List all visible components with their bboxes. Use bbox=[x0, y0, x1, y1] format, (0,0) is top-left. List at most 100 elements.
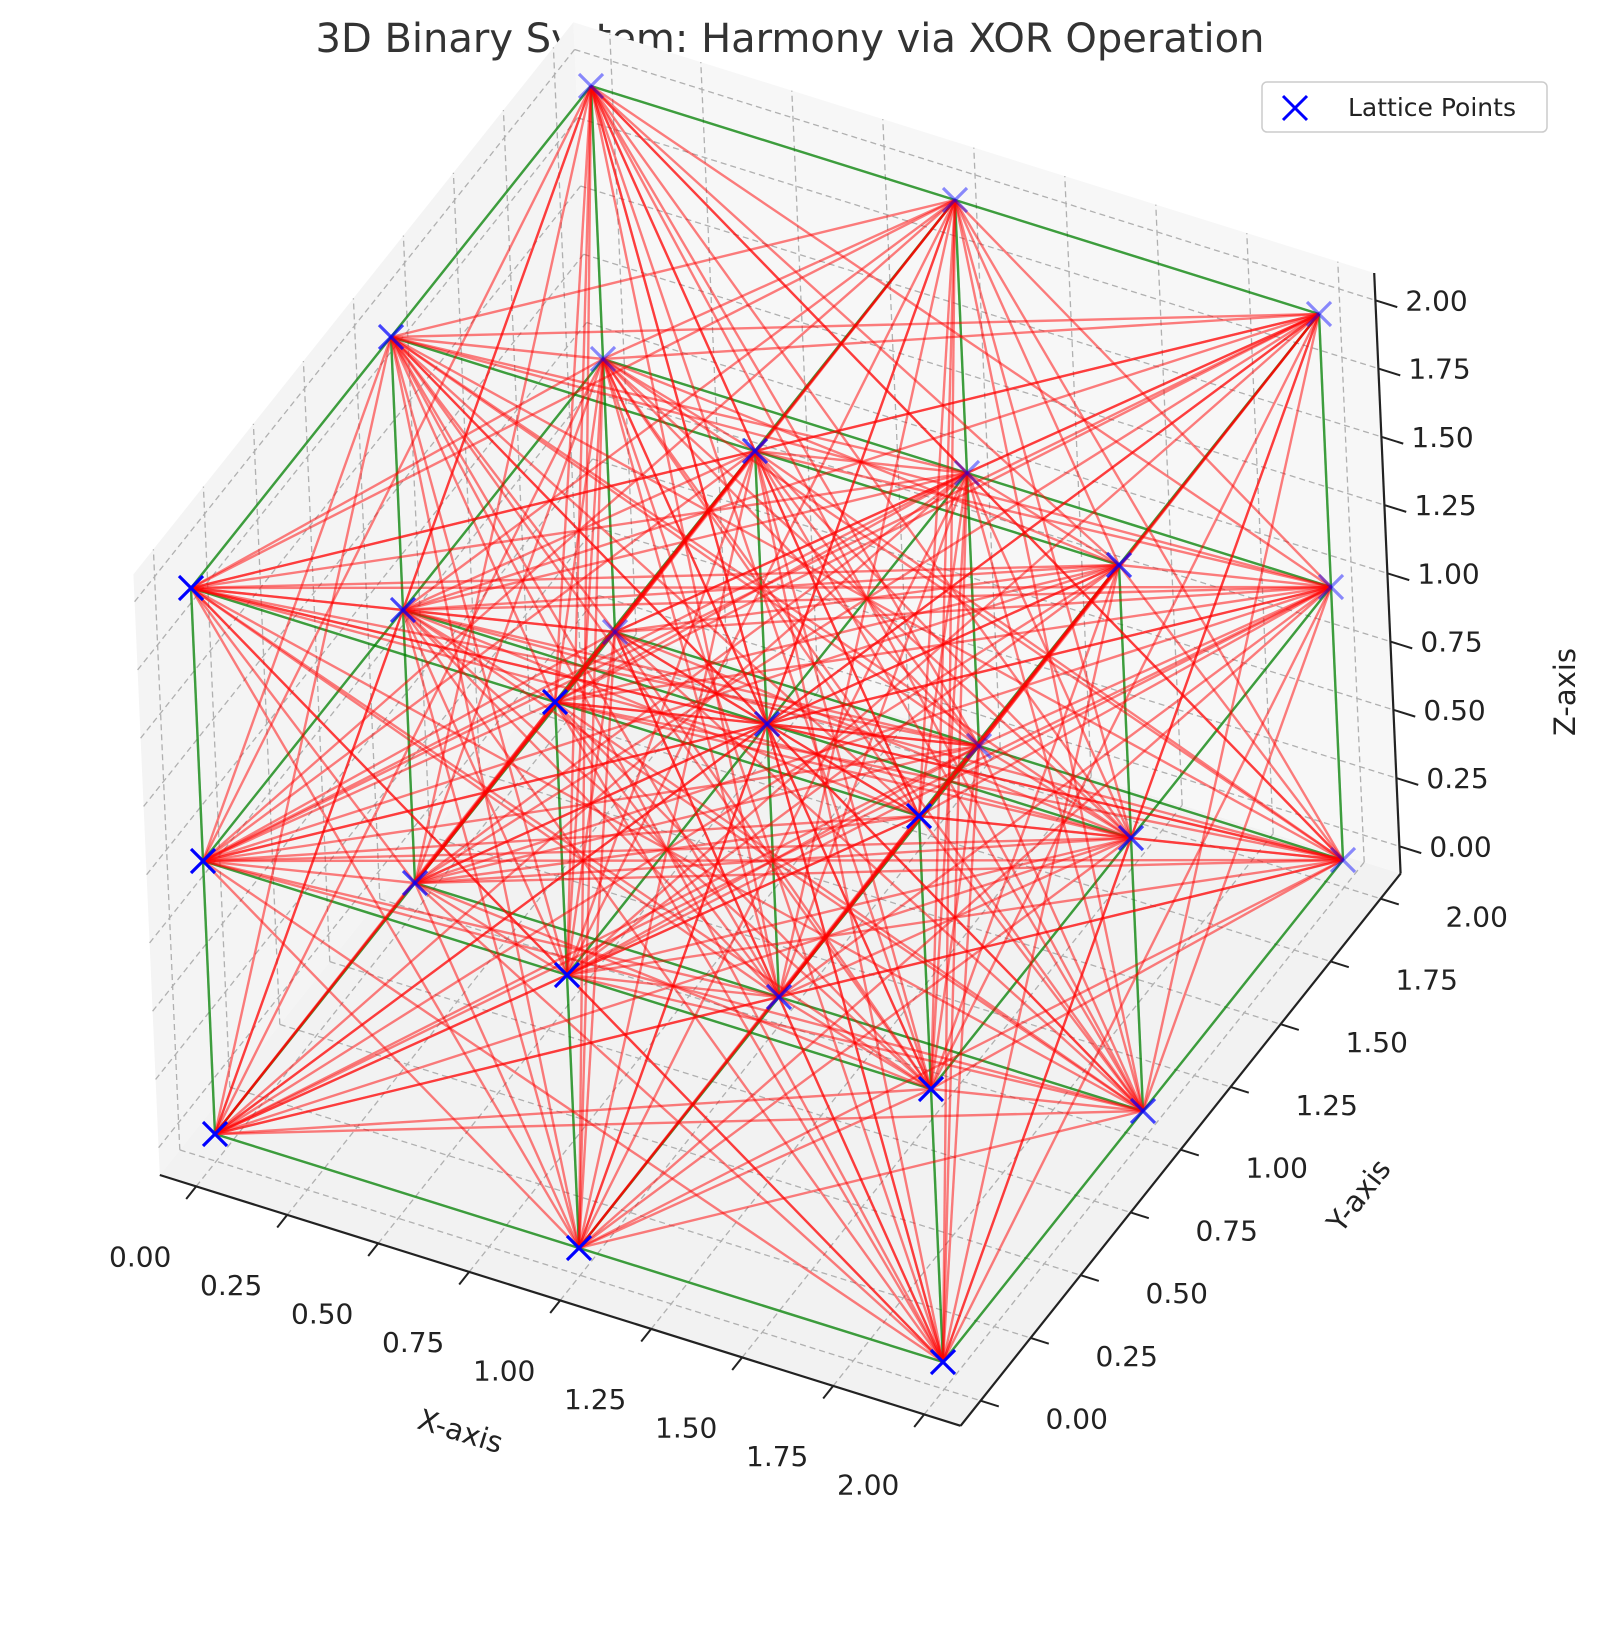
y-tick-label: 0.00 bbox=[1046, 1403, 1108, 1436]
grid-line bbox=[137, 117, 579, 671]
connection-line bbox=[202, 860, 944, 1363]
z-tick-label: 0.75 bbox=[1420, 626, 1482, 659]
connection-line bbox=[590, 85, 1120, 566]
connection-line bbox=[413, 882, 581, 1249]
connection-line bbox=[589, 85, 605, 360]
x-tick-label: 0.25 bbox=[200, 1269, 262, 1302]
connection-line bbox=[578, 1246, 944, 1364]
legend[interactable]: Lattice Points bbox=[1261, 81, 1548, 133]
legend-entry-lattice-points: Lattice Points bbox=[1348, 93, 1516, 122]
grid-line bbox=[146, 322, 588, 876]
y-tick-label: 2.00 bbox=[1446, 901, 1508, 934]
connection-line bbox=[765, 723, 945, 1363]
connection-line bbox=[953, 199, 1345, 861]
connection-line bbox=[754, 449, 968, 475]
connection-line bbox=[930, 1087, 1144, 1113]
connection-line bbox=[966, 472, 1344, 861]
lattice-point bbox=[753, 710, 781, 738]
lattice-point bbox=[589, 345, 617, 373]
tick-labels: 0.00 0.25 0.50 0.75 1.00 1.25 1.50 1.75 2.00 0.00… bbox=[109, 284, 1508, 1501]
z-tick-label: 1.00 bbox=[1417, 557, 1479, 590]
connection-line bbox=[390, 336, 920, 817]
connection-line bbox=[589, 85, 781, 998]
y-tick-mark bbox=[1030, 1336, 1050, 1345]
connection-line bbox=[190, 587, 932, 1090]
grid-line bbox=[923, 861, 1365, 1415]
lattice-points bbox=[177, 72, 1357, 1376]
connection-line bbox=[1142, 859, 1344, 1112]
x-tick-label: 1.75 bbox=[746, 1440, 808, 1473]
connection-line bbox=[1130, 836, 1344, 862]
x-tick-mark bbox=[549, 1299, 561, 1314]
lattice-point bbox=[565, 1234, 593, 1262]
connection-line bbox=[753, 450, 921, 817]
connection-line bbox=[190, 357, 604, 590]
connection-line bbox=[389, 336, 569, 976]
grid-line bbox=[741, 804, 1183, 1358]
connection-line bbox=[753, 450, 945, 1363]
chart-title: 3D Binary System: Harmony via XOR Operat… bbox=[316, 16, 1265, 62]
z-tick-mark bbox=[1375, 299, 1398, 309]
x-tick-mark bbox=[913, 1413, 925, 1428]
z-axis-label: Z-axis bbox=[1548, 648, 1582, 736]
grid-line bbox=[1337, 261, 1365, 863]
lattice-point bbox=[389, 596, 417, 624]
y-tick-label: 0.50 bbox=[1146, 1277, 1208, 1310]
z-tick-mark bbox=[1393, 708, 1416, 718]
lattice-point bbox=[1117, 824, 1145, 852]
connection-line bbox=[553, 701, 945, 1363]
grid-line bbox=[134, 49, 576, 603]
z-tick-label: 0.25 bbox=[1426, 762, 1488, 795]
y-tick-mark bbox=[1380, 897, 1400, 906]
z-tick-mark bbox=[1387, 572, 1410, 582]
y-tick-label: 1.00 bbox=[1246, 1152, 1308, 1185]
connection-line bbox=[202, 859, 416, 885]
connection-line bbox=[553, 85, 593, 703]
z-tick-label: 0.00 bbox=[1429, 830, 1491, 863]
connection-line bbox=[402, 608, 616, 634]
x-tick-mark bbox=[185, 1185, 197, 1200]
lattice-point bbox=[741, 437, 769, 465]
y-tick-mark bbox=[1130, 1211, 1150, 1220]
connection-line bbox=[1118, 563, 1332, 589]
legend-marker-x-icon bbox=[1281, 94, 1309, 122]
x-tick-label: 0.50 bbox=[291, 1298, 353, 1331]
connection-line bbox=[202, 860, 580, 1249]
connection-line bbox=[929, 199, 957, 1090]
y-tick-mark bbox=[1080, 1274, 1100, 1282]
connection-line bbox=[554, 701, 780, 998]
connection-line bbox=[390, 335, 604, 361]
lattice-point bbox=[541, 688, 569, 716]
y-tick-mark bbox=[1180, 1148, 1200, 1157]
z-tick-label: 0.50 bbox=[1423, 694, 1485, 727]
x-tick-label: 1.00 bbox=[473, 1355, 535, 1388]
connection-lines bbox=[189, 84, 1345, 1364]
connection-line bbox=[602, 358, 980, 747]
connection-line bbox=[917, 199, 957, 817]
connection-line bbox=[577, 358, 605, 1249]
connection-line bbox=[601, 358, 781, 998]
grid-line bbox=[609, 33, 637, 635]
connection-line bbox=[602, 358, 1344, 861]
lattice-point bbox=[1305, 300, 1333, 328]
lattice-point bbox=[1105, 551, 1133, 579]
y-tick-label: 1.50 bbox=[1346, 1026, 1408, 1059]
connection-line bbox=[389, 336, 581, 1249]
lattice-point bbox=[953, 459, 981, 487]
lattice-point bbox=[965, 732, 993, 760]
connection-line bbox=[1118, 564, 1344, 861]
z-tick-mark bbox=[1399, 845, 1422, 855]
y-tick-mark bbox=[1230, 1085, 1250, 1094]
connection-line bbox=[1317, 313, 1333, 588]
lattice-point bbox=[401, 869, 429, 897]
connection-line bbox=[978, 744, 1344, 862]
connection-line bbox=[930, 858, 1344, 1091]
grid-line bbox=[143, 253, 585, 807]
connection-line bbox=[918, 585, 1332, 818]
connection-line bbox=[590, 85, 1332, 588]
x-tick-label: 0.00 bbox=[109, 1241, 171, 1274]
lattice-point bbox=[377, 323, 405, 351]
z-tick-label: 2.00 bbox=[1405, 284, 1467, 317]
lattice-point bbox=[601, 618, 629, 646]
